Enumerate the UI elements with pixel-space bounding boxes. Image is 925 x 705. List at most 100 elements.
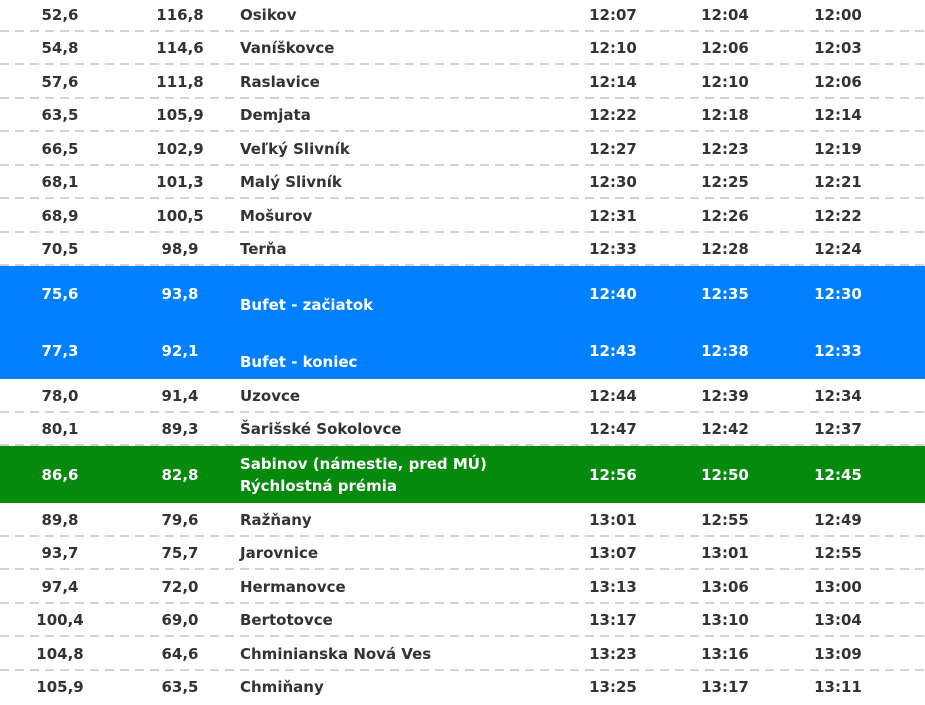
time-slow: 12:37 — [814, 420, 862, 439]
table-row: 93,7 75,7 Jarovnice 13:07 13:01 12:55 — [0, 536, 925, 570]
time-slow: 12:30 — [814, 285, 862, 303]
stop-name: Mošurov — [240, 206, 313, 225]
km-to: 64,6 — [161, 644, 199, 663]
time-slow: 13:00 — [814, 577, 862, 596]
time-fast: 12:47 — [589, 420, 637, 439]
time-slow: 12:03 — [814, 39, 862, 58]
km-to: 100,5 — [156, 206, 204, 225]
time-slow: 12:45 — [814, 465, 862, 484]
stop-name: Veľký Slivník — [240, 139, 350, 158]
km-to: 93,8 — [161, 285, 199, 303]
time-medium: 12:35 — [701, 285, 749, 303]
km-to: 105,9 — [156, 106, 204, 125]
rows-top-group: 52,6 116,8 Osikov 12:07 12:04 12:00 54,8 114,6 V… — [0, 0, 925, 266]
table-row: 105,9 63,5 Chmiňany 13:25 13:17 13:11 — [0, 671, 925, 705]
time-fast: 13:17 — [589, 611, 637, 630]
time-medium: 12:28 — [701, 240, 749, 259]
stop-name: Uzovce — [240, 386, 301, 405]
time-medium: 12:55 — [701, 510, 749, 529]
km-from: 63,5 — [41, 106, 79, 125]
time-medium: 12:42 — [701, 420, 749, 439]
km-to: 102,9 — [156, 139, 204, 158]
time-fast: 12:33 — [589, 240, 637, 259]
time-fast: 12:22 — [589, 106, 637, 125]
table-row: 52,6 116,8 Osikov 12:07 12:04 12:00 — [0, 0, 925, 32]
stop-name: Vaníškovce — [240, 39, 335, 58]
time-fast: 13:25 — [589, 678, 637, 697]
time-slow: 12:33 — [814, 341, 862, 360]
time-slow: 12:19 — [814, 139, 862, 158]
km-to: 114,6 — [156, 39, 204, 58]
km-to: 91,4 — [161, 386, 199, 405]
time-slow: 12:21 — [814, 173, 862, 192]
km-to: 98,9 — [161, 240, 199, 259]
km-from: 100,4 — [36, 611, 84, 630]
time-medium: 13:16 — [701, 644, 749, 663]
time-fast: 12:07 — [589, 5, 637, 24]
time-medium: 12:18 — [701, 106, 749, 125]
time-slow: 12:49 — [814, 510, 862, 529]
km-to: 69,0 — [161, 611, 199, 630]
time-slow: 12:22 — [814, 206, 862, 225]
table-row: 54,8 114,6 Vaníškovce 12:10 12:06 12:03 — [0, 31, 925, 65]
time-medium: 12:26 — [701, 206, 749, 225]
km-from: 93,7 — [41, 544, 79, 563]
stop-name: Hermanovce — [240, 577, 346, 596]
time-medium: 12:25 — [701, 173, 749, 192]
time-fast: 12:43 — [589, 341, 637, 360]
km-from: 86,6 — [41, 465, 79, 484]
time-medium: 12:06 — [701, 39, 749, 58]
time-fast: 12:30 — [589, 173, 637, 192]
stop-name: Jarovnice — [240, 544, 319, 563]
table-row: 78,0 91,4 Uzovce 12:44 12:39 12:34 — [0, 379, 925, 413]
time-fast: 12:14 — [589, 72, 637, 91]
time-slow: 13:11 — [814, 678, 862, 697]
time-fast: 12:44 — [589, 386, 637, 405]
time-fast: 13:01 — [589, 510, 637, 529]
time-medium: 12:04 — [701, 5, 749, 24]
table-row: 70,5 98,9 Terňa 12:33 12:28 12:24 — [0, 232, 925, 266]
km-to: 79,6 — [161, 510, 199, 529]
time-medium: 12:10 — [701, 72, 749, 91]
km-to: 72,0 — [161, 577, 199, 596]
km-to: 89,3 — [161, 420, 199, 439]
table-row: 104,8 64,6 Chminianska Nová Ves 13:23 13:16 1… — [0, 637, 925, 671]
km-from: 78,0 — [41, 386, 79, 405]
km-from: 68,1 — [41, 173, 79, 192]
km-from: 80,1 — [41, 420, 79, 439]
time-fast: 13:23 — [589, 644, 637, 663]
stop-name: Chmiňany — [240, 678, 324, 697]
km-from: 52,6 — [41, 5, 79, 24]
stop-name: Bertotovce — [240, 611, 333, 630]
time-medium: 13:17 — [701, 678, 749, 697]
stop-name: Demjata — [240, 106, 311, 125]
table-row-buffet-start: 75,6 93,8 Bufet - začiatok 12:40 12:35 1… — [0, 266, 925, 323]
km-from: 104,8 — [36, 644, 84, 663]
stop-name: Ražňany — [240, 510, 312, 529]
time-medium: 12:50 — [701, 465, 749, 484]
km-from: 70,5 — [41, 240, 79, 259]
table-row: 100,4 69,0 Bertotovce 13:17 13:10 13:04 — [0, 603, 925, 637]
time-fast: 12:40 — [589, 285, 637, 303]
km-from: 75,6 — [41, 285, 79, 303]
time-medium: 13:01 — [701, 544, 749, 563]
km-to: 75,7 — [161, 544, 199, 563]
time-slow: 12:14 — [814, 106, 862, 125]
premium-note: Rýchlostná prémia — [240, 476, 397, 495]
stop-name: Sabinov (námestie, pred MÚ) — [240, 454, 487, 473]
rows-mid-group: 78,0 91,4 Uzovce 12:44 12:39 12:34 80,1 89,3 Šar… — [0, 379, 925, 446]
km-to: 82,8 — [161, 465, 199, 484]
time-medium: 12:39 — [701, 386, 749, 405]
stop-name: Malý Slivník — [240, 173, 342, 192]
km-to: 101,3 — [156, 173, 204, 192]
time-fast: 12:10 — [589, 39, 637, 58]
time-medium: 13:06 — [701, 577, 749, 596]
stop-name: Šarišské Sokolovce — [240, 420, 402, 439]
stop-name: Chminianska Nová Ves — [240, 644, 432, 663]
table-row-speed-premium: 86,6 82,8 Sabinov (námestie, pred MÚ) Rý… — [0, 446, 925, 503]
km-from: 54,8 — [41, 39, 79, 58]
stop-name: Bufet - začiatok — [240, 296, 374, 314]
table-row-buffet-end: 77,3 92,1 Bufet - koniec 12:43 12:38 12:… — [0, 323, 925, 380]
time-slow: 12:55 — [814, 544, 862, 563]
